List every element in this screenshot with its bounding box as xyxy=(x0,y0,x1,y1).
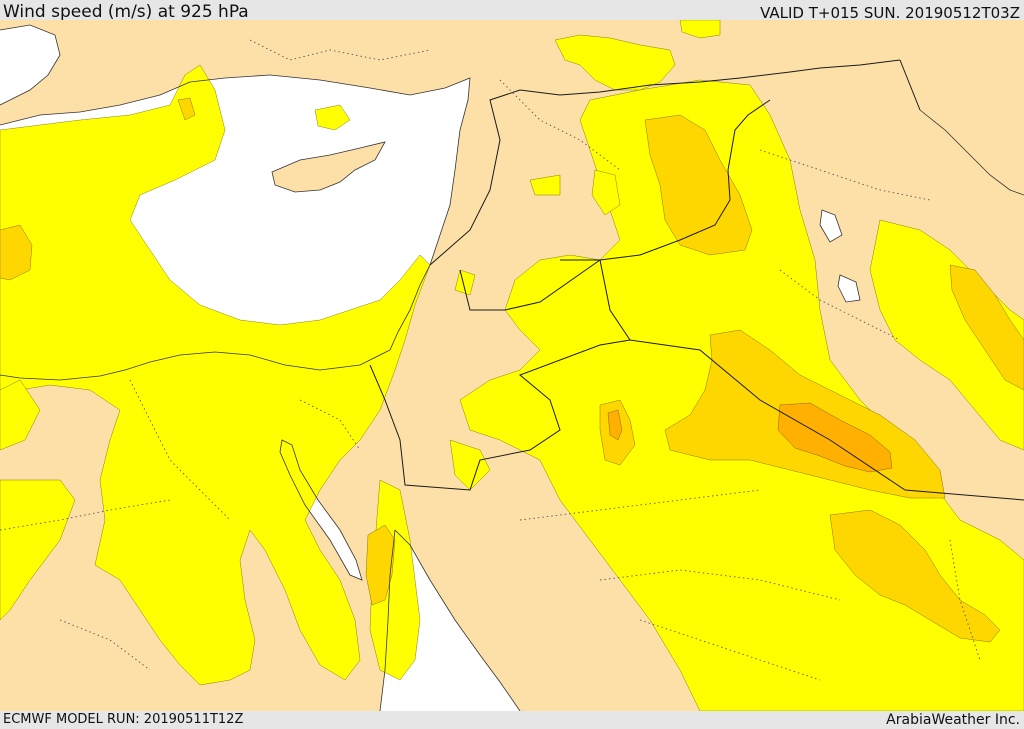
cyprus-island xyxy=(271,141,386,193)
lake-tharthar xyxy=(819,209,843,243)
credit-label: ArabiaWeather Inc. xyxy=(886,712,1020,728)
country-borders xyxy=(369,59,1024,501)
wind-speed-map xyxy=(0,20,1024,711)
aegean-sea xyxy=(0,25,60,105)
coastlines xyxy=(0,24,1024,711)
admin-boundaries xyxy=(0,39,981,681)
lake-habbaniyah xyxy=(837,274,861,303)
valid-time-label: VALID T+015 SUN. 20190512T03Z xyxy=(760,4,1020,22)
map-title: Wind speed (m/s) at 925 hPa xyxy=(3,2,249,22)
wind-band-high xyxy=(607,402,893,473)
header-bar: Wind speed (m/s) at 925 hPa VALID T+015 … xyxy=(0,0,1024,22)
footer-bar: ECMWF MODEL RUN: 20190511T12Z ArabiaWeat… xyxy=(0,711,1024,729)
model-run-label: ECMWF MODEL RUN: 20190511T12Z xyxy=(3,712,244,727)
red-sea xyxy=(380,530,520,711)
